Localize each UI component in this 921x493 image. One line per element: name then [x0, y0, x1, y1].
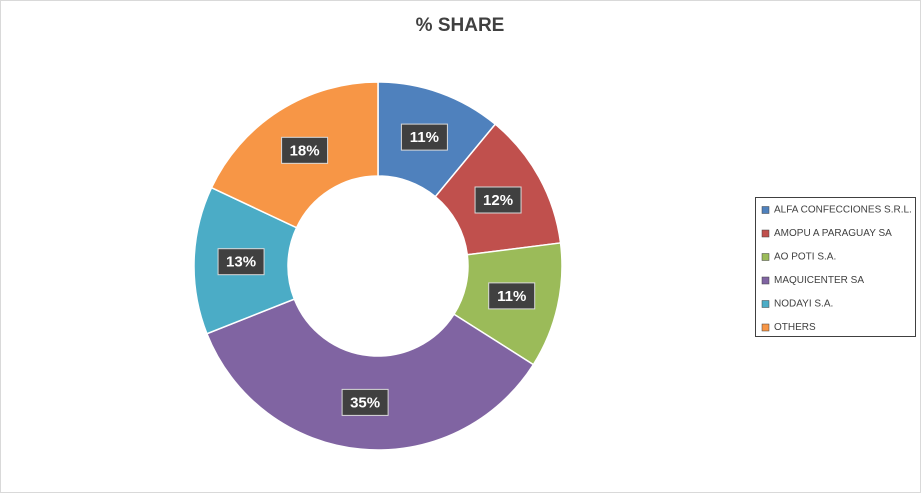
legend-label: MAQUICENTER SA	[774, 275, 864, 286]
data-label-box	[474, 186, 522, 214]
data-label: 13%	[226, 254, 256, 271]
legend-box	[755, 197, 916, 337]
data-label: 11%	[410, 129, 439, 146]
data-label: 18%	[290, 142, 320, 159]
data-label: 12%	[483, 192, 513, 209]
legend-swatch	[761, 323, 770, 332]
legend-swatch	[761, 276, 770, 285]
legend-swatch	[761, 253, 770, 261]
legend-label: NODAYI S.A.	[774, 299, 833, 310]
legend-label: OTHERS	[774, 322, 816, 333]
data-label-box	[281, 136, 329, 164]
legend-swatch	[761, 229, 770, 238]
data-label-box	[217, 248, 265, 276]
legend-label: AMOPU A PARAGUAY SA	[774, 228, 892, 239]
chart-title: % SHARE	[416, 15, 505, 36]
data-label-box	[400, 123, 448, 151]
legend-label: AO POTI S.A.	[774, 252, 836, 263]
donut-slice	[205, 298, 535, 451]
data-label-box	[488, 282, 536, 310]
data-label: 35%	[350, 394, 380, 411]
legend-swatch	[761, 206, 770, 214]
legend-label: ALFA CONFECCIONES S.R.L.	[774, 205, 912, 216]
data-label: 11%	[497, 288, 526, 305]
data-label-box	[341, 388, 389, 416]
legend-swatch	[761, 300, 770, 308]
